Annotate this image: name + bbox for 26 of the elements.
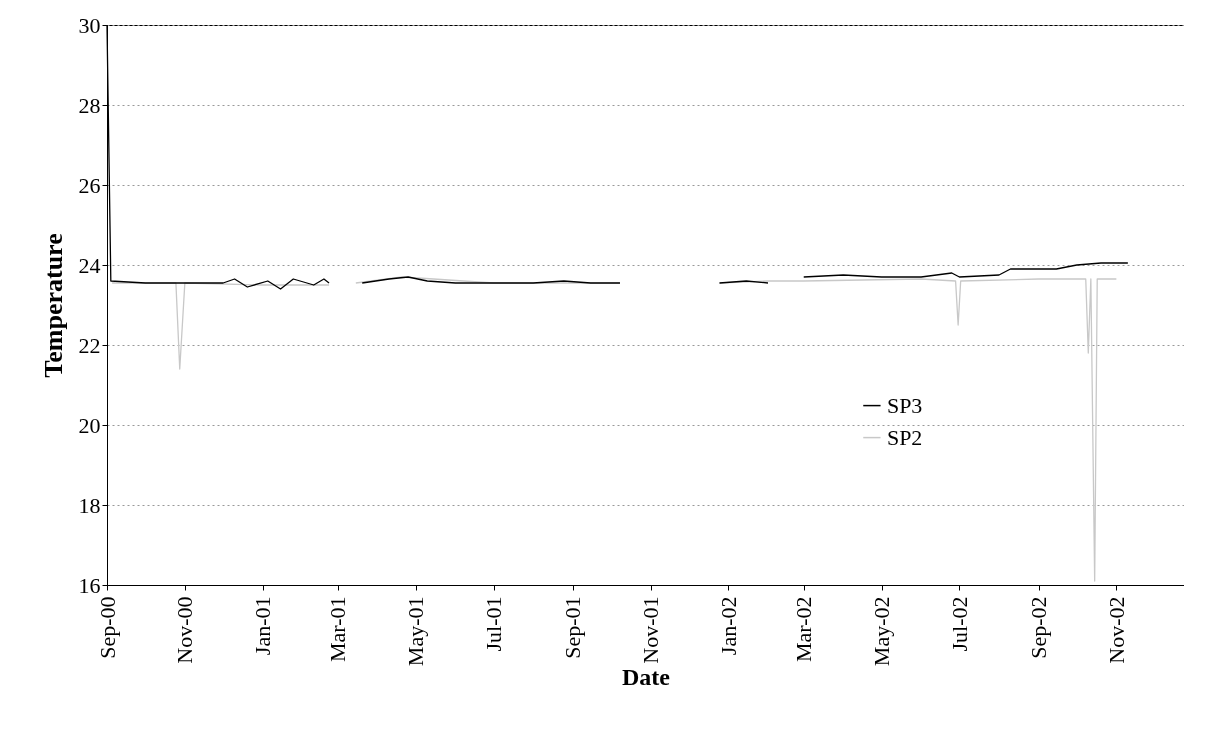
x-tick-label: Nov-01 <box>638 596 664 664</box>
x-axis-title: Date <box>622 664 671 691</box>
x-tick-label: Sep-02 <box>1026 596 1052 659</box>
y-tick-label: 30 <box>78 12 101 38</box>
y-tick-label: 26 <box>78 172 101 198</box>
x-tick-label: Sep-00 <box>94 596 120 659</box>
x-tick-label: Jul-01 <box>481 596 507 652</box>
y-tick-label: 16 <box>78 572 101 598</box>
x-tick-label: Nov-02 <box>1103 596 1129 664</box>
x-tick-label: Mar-01 <box>325 596 351 663</box>
x-tick-label: Nov-00 <box>172 596 198 664</box>
legend-label: SP2 <box>886 424 923 450</box>
x-tick-label: Mar-02 <box>791 596 817 663</box>
y-axis-title: Temperature <box>38 233 68 378</box>
x-tick-label: Jan-01 <box>250 596 276 656</box>
x-tick-label: Sep-01 <box>560 596 586 659</box>
y-tick-label: 28 <box>78 92 101 118</box>
y-tick-label: 22 <box>78 332 101 358</box>
x-tick-label: Jul-02 <box>946 596 972 652</box>
y-tick-label: 18 <box>78 492 101 518</box>
legend-label: SP3 <box>886 392 923 418</box>
y-tick-label: 20 <box>78 412 101 438</box>
y-tick-label: 24 <box>78 252 101 278</box>
x-tick-label: May-01 <box>403 596 429 667</box>
x-tick-label: Jan-02 <box>715 596 741 656</box>
x-tick-label: May-02 <box>869 596 895 667</box>
